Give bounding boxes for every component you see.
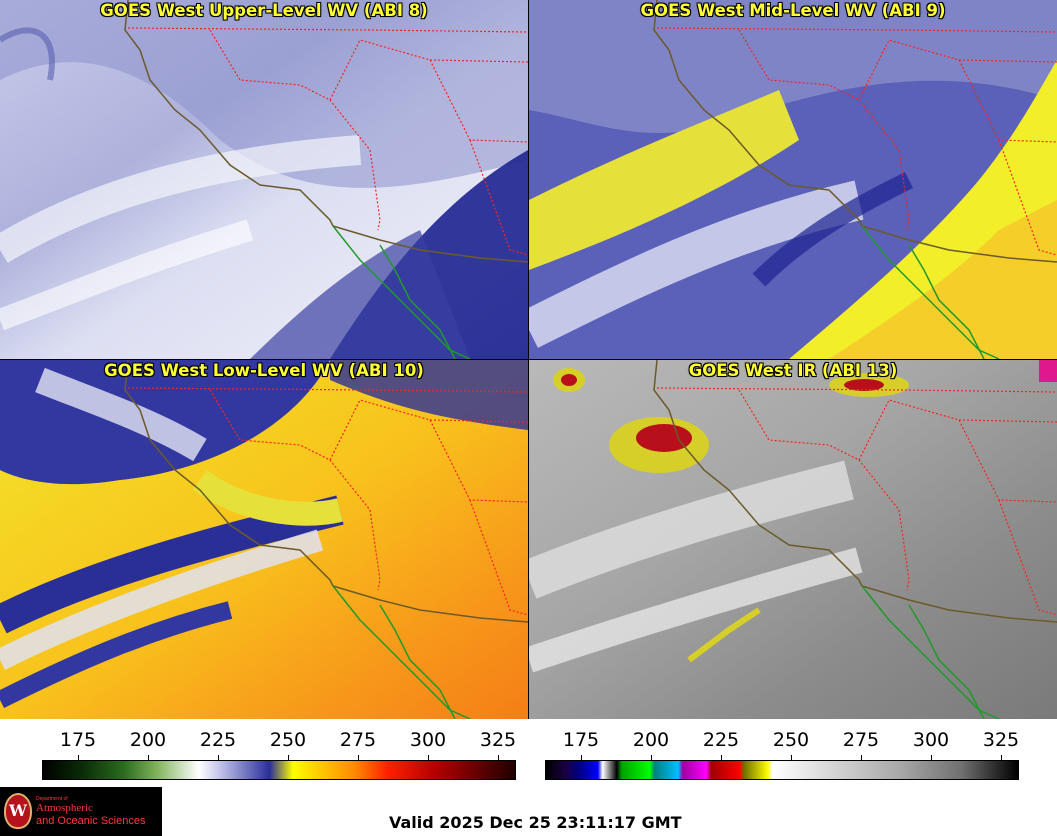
ir-colorbar xyxy=(545,760,1019,780)
logo-line-1: Department of xyxy=(36,796,68,802)
panel-mid-title: GOES West Mid-Level WV (ABI 9) xyxy=(640,1,946,20)
wv-colorbar xyxy=(42,760,516,780)
ir-image xyxy=(529,360,1057,719)
ir-tick-label: 175 xyxy=(562,729,600,751)
wv-tick-label: 250 xyxy=(269,729,307,751)
ir-tick-label: 250 xyxy=(772,729,810,751)
ir-tick-label: 300 xyxy=(912,729,950,751)
ir-colorbar-ticks: 175 200 225 250 275 300 325 xyxy=(545,729,1020,760)
ir-tick-label: 225 xyxy=(702,729,740,751)
wv-tick-label: 200 xyxy=(129,729,167,751)
panel-upper-title: GOES West Upper-Level WV (ABI 8) xyxy=(100,1,428,20)
upper-wv-image xyxy=(0,0,528,359)
wv-tick-label: 175 xyxy=(59,729,97,751)
panel-ir-title: GOES West IR (ABI 13) xyxy=(688,361,898,380)
panel-mid-wv: GOES West Mid-Level WV (ABI 9) xyxy=(529,0,1057,359)
low-wv-image xyxy=(0,360,528,719)
mid-wv-image xyxy=(529,0,1057,359)
wv-tick-label: 225 xyxy=(199,729,237,751)
logo-line-3: and Oceanic Sciences xyxy=(36,815,146,827)
uw-seal-icon: W xyxy=(4,793,32,829)
wv-colorbar-ticks: 175 200 225 250 275 300 325 xyxy=(42,729,517,760)
panel-low-title: GOES West Low-Level WV (ABI 10) xyxy=(104,361,424,380)
ir-tick-label: 275 xyxy=(842,729,880,751)
wv-tick-label: 300 xyxy=(409,729,447,751)
wv-tick-label: 275 xyxy=(339,729,377,751)
aos-logo: W Department of Atmospheric and Oceanic … xyxy=(0,787,162,836)
ir-tick-label: 200 xyxy=(632,729,670,751)
panel-upper-wv: GOES West Upper-Level WV (ABI 8) xyxy=(0,0,528,359)
logo-line-2: Atmospheric xyxy=(36,802,93,814)
panel-ir: GOES West IR (ABI 13) xyxy=(529,360,1057,719)
wv-tick-label: 325 xyxy=(479,729,517,751)
ir-tick-label: 325 xyxy=(982,729,1020,751)
valid-timestamp: Valid 2025 Dec 25 23:11:17 GMT xyxy=(389,813,682,832)
panel-divider-horizontal xyxy=(0,359,1057,360)
panel-low-wv: GOES West Low-Level WV (ABI 10) xyxy=(0,360,528,719)
